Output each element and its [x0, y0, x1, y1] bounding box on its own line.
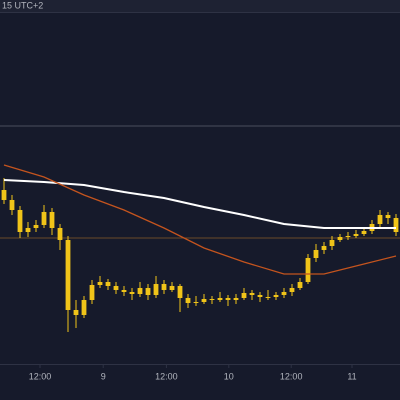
moving-average [3, 179, 396, 229]
moving-average [3, 164, 397, 275]
candle-body [129, 292, 135, 294]
candle-body [377, 215, 383, 224]
candle-body [137, 288, 143, 294]
candle-body [9, 200, 15, 210]
candle-body [161, 284, 167, 290]
candle-body [337, 237, 343, 240]
candle-body [25, 228, 31, 232]
candle-body [49, 212, 55, 228]
candle-body [185, 298, 191, 303]
candle-body [201, 299, 207, 302]
candle-body [297, 282, 303, 288]
x-tick-label: 9 [101, 371, 106, 381]
candle-body [393, 218, 399, 232]
x-tick-label: 12:00 [280, 371, 303, 381]
candle-body [305, 258, 311, 282]
candle-body [177, 286, 183, 298]
x-tick-label: 12:00 [155, 371, 178, 381]
candle-body [241, 293, 247, 298]
candle-body [105, 282, 111, 286]
candle-body [329, 240, 335, 246]
candle-body [41, 212, 47, 225]
candle-body [97, 282, 103, 285]
candle-body [225, 298, 231, 300]
x-tick-label: 11 [347, 371, 356, 381]
x-tick-label: 10 [224, 371, 234, 381]
candle-body [73, 310, 79, 315]
x-tick-label: 12:00 [29, 371, 52, 381]
candle-body [273, 295, 279, 297]
candle-body [361, 231, 367, 234]
candle-body [121, 290, 127, 292]
candle-body [33, 225, 39, 228]
candle-body [193, 302, 199, 303]
candle-body [113, 286, 119, 290]
candle-body [89, 285, 95, 300]
candle-body [289, 288, 295, 292]
candle-body [217, 298, 223, 300]
candle-body [145, 288, 151, 295]
candle-body [345, 236, 351, 237]
candle-body [153, 284, 159, 295]
candle-body [81, 300, 87, 315]
candle-body [265, 297, 271, 298]
header-bar [0, 0, 400, 12]
candle-body [57, 228, 63, 240]
candle-body [209, 299, 215, 300]
candle-body [385, 215, 391, 218]
candle-body [1, 190, 7, 200]
candle-body [233, 298, 239, 300]
candle-body [281, 292, 287, 295]
candle-body [169, 286, 175, 290]
candle-body [249, 293, 255, 295]
chart-subtitle: 15 UTC+2 [2, 0, 43, 10]
candle-body [257, 295, 263, 297]
candle-body [321, 246, 327, 250]
candle-body [353, 234, 359, 236]
candle-body [313, 250, 319, 258]
candle-body [65, 240, 71, 310]
candle-body [17, 210, 23, 232]
